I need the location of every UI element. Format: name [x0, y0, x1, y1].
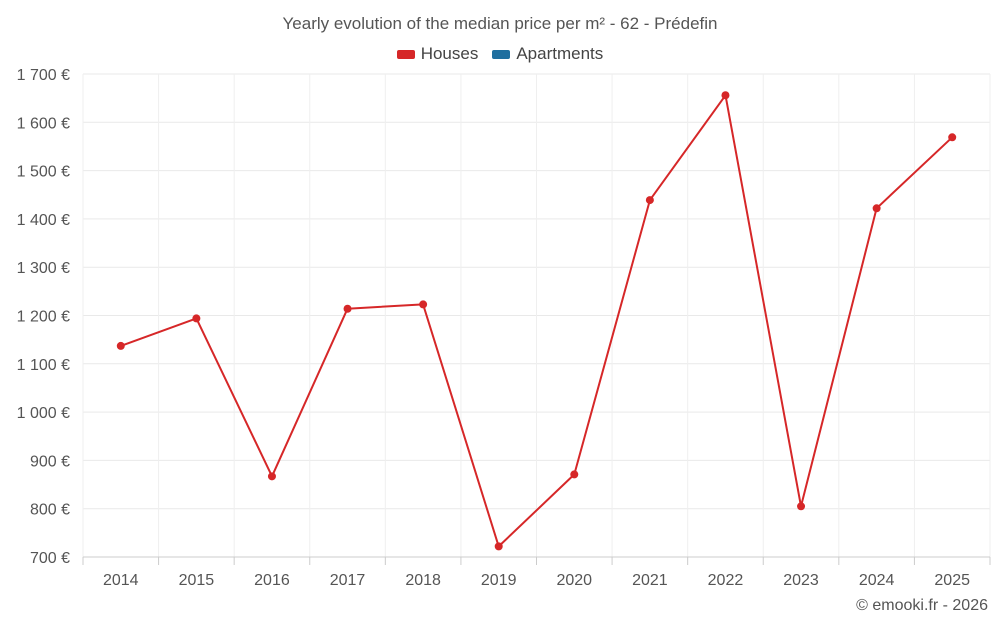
legend-label-houses: Houses: [420, 44, 479, 63]
x-tick-label: 2018: [405, 572, 441, 589]
y-tick-label: 1 400 €: [17, 212, 70, 229]
data-point: [645, 196, 654, 205]
data-point: [797, 502, 806, 511]
data-point: [343, 304, 352, 313]
data-point: [570, 470, 579, 479]
x-tick-label: 2022: [708, 572, 744, 589]
legend: Houses Apartments: [0, 44, 1000, 64]
y-tick-label: 1 100 €: [17, 357, 70, 374]
y-tick-label: 800 €: [30, 502, 70, 519]
series-line-houses: [120, 94, 953, 548]
x-tick-label: 2023: [783, 572, 819, 589]
legend-label-apartments: Apartments: [516, 44, 604, 63]
y-tick-label: 1 500 €: [17, 164, 70, 181]
data-point: [192, 314, 201, 323]
data-point: [721, 91, 730, 100]
x-tick-label: 2017: [330, 572, 366, 589]
y-tick-label: 1 600 €: [17, 115, 70, 132]
legend-item-houses[interactable]: Houses: [396, 44, 479, 64]
chart-title: Yearly evolution of the median price per…: [282, 14, 718, 33]
x-tick-label: 2020: [556, 572, 592, 589]
y-tick-label: 700 €: [30, 550, 70, 567]
data-point: [116, 341, 125, 350]
x-tick-label: 2025: [934, 572, 970, 589]
x-tick-label: 2015: [179, 572, 215, 589]
y-tick-label: 1 300 €: [17, 260, 70, 277]
y-tick-label: 900 €: [30, 453, 70, 470]
legend-item-apartments[interactable]: Apartments: [492, 44, 603, 64]
x-tick-label: 2014: [103, 572, 139, 589]
data-point: [494, 542, 503, 551]
credit: © emooki.fr - 2026: [856, 597, 988, 614]
legend-swatch-houses: [396, 49, 415, 59]
data-point: [419, 300, 428, 309]
data-point: [872, 204, 881, 213]
x-tick-label: 2024: [859, 572, 895, 589]
y-tick-label: 1 700 €: [17, 67, 70, 84]
legend-swatch-apartments: [492, 49, 511, 59]
y-tick-label: 1 200 €: [17, 309, 70, 326]
y-tick-label: 1 000 €: [17, 405, 70, 422]
x-tick-label: 2019: [481, 572, 517, 589]
x-tick-label: 2021: [632, 572, 668, 589]
data-point: [267, 472, 276, 481]
x-tick-label: 2016: [254, 572, 290, 589]
data-point: [948, 133, 957, 142]
